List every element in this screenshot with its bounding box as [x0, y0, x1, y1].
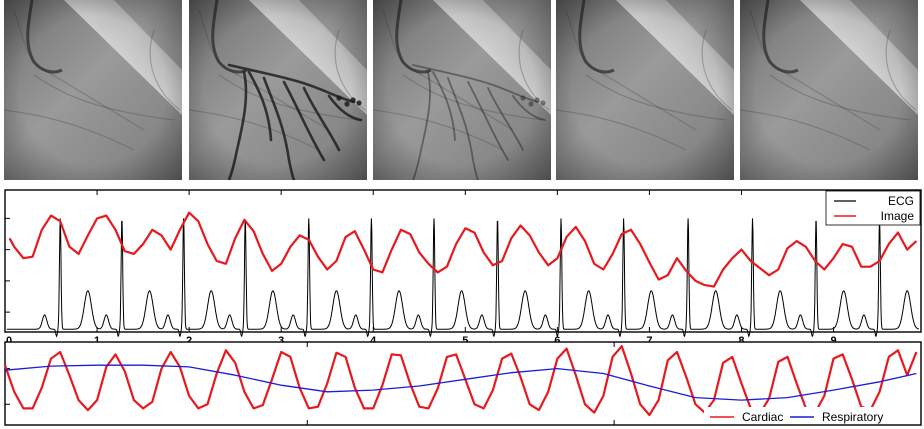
x-tick-label: 5 — [462, 335, 468, 347]
frame-vignette — [373, 0, 551, 180]
x-tick-label: 3 — [278, 335, 284, 347]
x-tick-label: 0 — [6, 335, 12, 347]
angiogram-frame-5 — [740, 0, 918, 180]
cardiac-series-line — [3, 345, 918, 417]
image-series-line — [8, 211, 918, 288]
x-tick-label: 7 — [646, 335, 652, 347]
frame-vignette — [4, 0, 182, 180]
cardiac-respiratory-panel: Cardiac Respiratory — [3, 341, 922, 426]
angiogram-frame-3 — [373, 0, 551, 180]
x-tick-label: 8 — [738, 335, 744, 347]
x-tick-label: 1 — [94, 335, 100, 347]
angiogram-frame-2 — [189, 0, 367, 180]
ecg-series-line — [6, 218, 920, 338]
x-tick-label: 2 — [186, 335, 192, 347]
frame-vignette — [556, 0, 734, 180]
legend-ecg-label: ECG — [888, 194, 914, 208]
legend-respiratory-label: Respiratory — [822, 410, 883, 424]
plot-frame — [4, 189, 922, 333]
legend-cardiac-label: Cardiac — [742, 410, 783, 424]
legend-background — [704, 407, 920, 423]
respiratory-series-line — [4, 364, 917, 401]
angiogram-frame-1 — [4, 0, 182, 180]
frame-vignette — [189, 0, 367, 180]
angiogram-frame-4 — [556, 0, 734, 180]
frame-vignette — [740, 0, 918, 180]
legend-box — [825, 190, 921, 226]
x-tick-label: 9 — [830, 335, 836, 347]
x-tick-label: 4 — [370, 335, 377, 347]
angiogram-frame-strip — [0, 0, 924, 182]
legend-image-label: Image — [881, 209, 915, 223]
x-tick-label: 6 — [554, 335, 560, 347]
